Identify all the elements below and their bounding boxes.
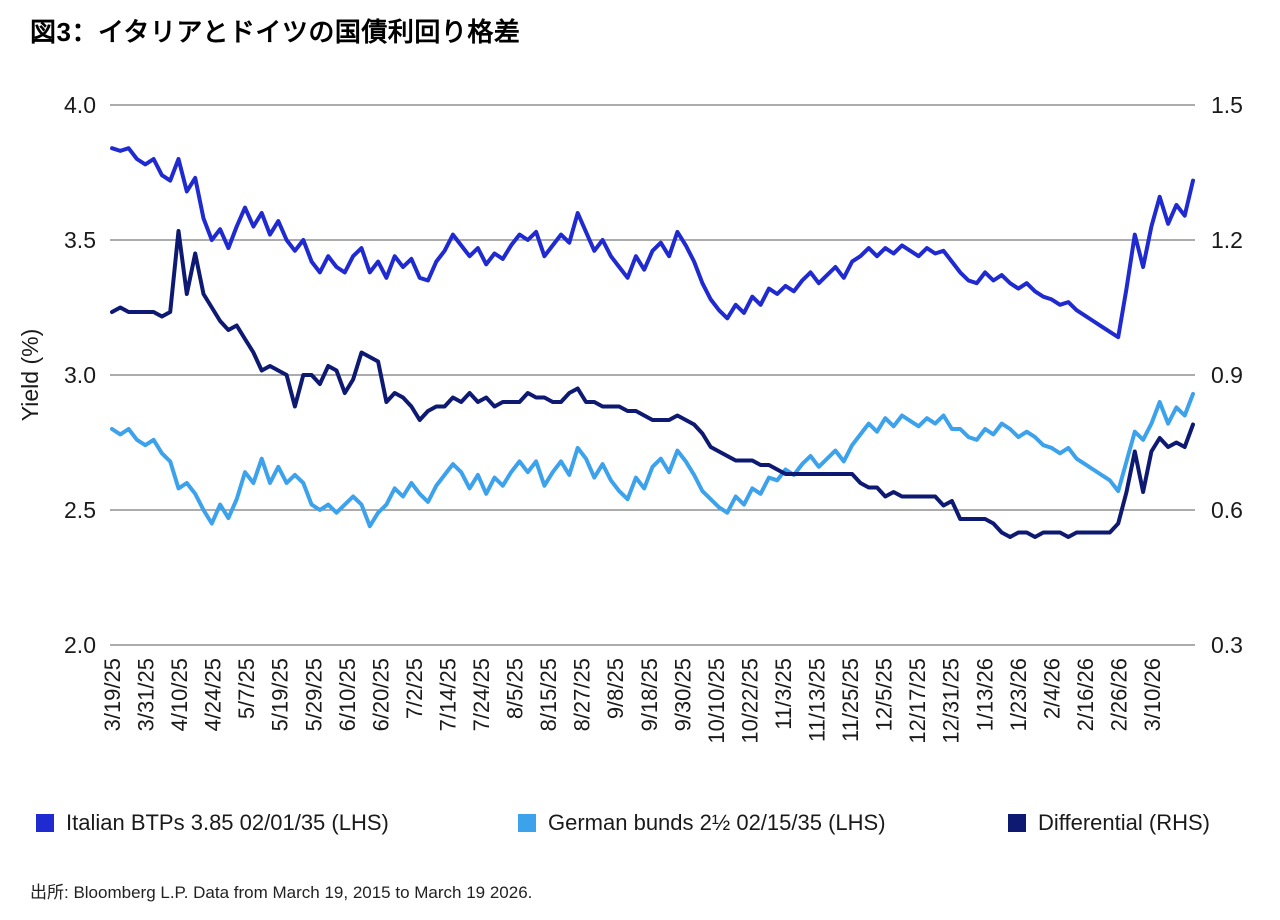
x-axis-tick: 9/30/25 — [670, 658, 695, 731]
x-axis-tick: 1/13/26 — [972, 658, 997, 731]
x-axis-tick: 7/24/25 — [469, 658, 494, 731]
x-axis-tick: 12/5/25 — [872, 658, 897, 731]
x-axis-tick: 6/10/25 — [335, 658, 360, 731]
left-axis-tick: 3.0 — [64, 362, 96, 388]
legend-label-differential: Differential (RHS) — [1038, 810, 1210, 835]
series-line-differential — [110, 229, 1195, 539]
x-axis-tick: 1/23/26 — [1006, 658, 1031, 731]
x-axis-tick: 4/24/25 — [201, 658, 226, 731]
right-axis-tick: 0.9 — [1211, 362, 1243, 388]
x-axis-tick: 11/3/25 — [771, 658, 796, 730]
legend-item-italian-btps: Italian BTPs 3.85 02/01/35 (LHS) — [36, 806, 389, 840]
left-axis-tick: 2.5 — [64, 497, 96, 523]
legend-item-differential: Differential (RHS) — [1008, 806, 1210, 840]
x-axis-tick: 8/27/25 — [570, 658, 595, 731]
right-axis-tick: 1.2 — [1211, 227, 1243, 253]
left-axis-tick: 3.5 — [64, 227, 96, 253]
x-axis-tick: 2/4/26 — [1039, 658, 1064, 719]
x-axis-tick: 3/31/25 — [134, 658, 159, 731]
x-axis-tick: 12/31/25 — [939, 658, 964, 744]
x-axis-tick: 5/29/25 — [301, 658, 326, 731]
x-axis-tick: 2/16/26 — [1073, 658, 1098, 731]
source-note: 出所: Bloomberg L.P. Data from March 19, 2… — [30, 883, 533, 902]
italian-btps-swatch-icon — [36, 814, 54, 832]
figure-title: 図3：イタリアとドイツの国債利回り格差 — [30, 17, 521, 47]
x-axis-tick: 12/17/25 — [905, 658, 930, 744]
y-axis-title: Yield (%) — [17, 329, 43, 421]
x-axis-tick: 3/19/25 — [100, 658, 125, 731]
x-axis-tick: 7/2/25 — [402, 658, 427, 719]
right-axis-tick: 0.3 — [1211, 632, 1243, 658]
x-axis-tick: 6/20/25 — [368, 658, 393, 731]
right-axis-tick: 1.5 — [1211, 92, 1243, 118]
series-line-german-bunds — [110, 391, 1195, 529]
left-axis-tick: 2.0 — [64, 632, 96, 658]
x-axis-tick: 3/10/26 — [1140, 658, 1165, 731]
legend-item-german-bunds: German bunds 2½ 02/15/35 (LHS) — [518, 806, 886, 840]
x-axis-tick: 10/10/25 — [704, 658, 729, 744]
x-axis-tick: 7/14/25 — [435, 658, 460, 731]
x-axis-tick: 5/7/25 — [234, 658, 259, 719]
x-axis-tick: 8/15/25 — [536, 658, 561, 731]
x-axis-tick: 8/5/25 — [503, 658, 528, 719]
x-axis-tick: 11/13/25 — [805, 658, 830, 742]
x-axis-tick: 2/26/26 — [1106, 658, 1131, 731]
x-axis-tick: 4/10/25 — [167, 658, 192, 731]
right-axis-tick: 0.6 — [1211, 497, 1243, 523]
differential-swatch-icon — [1008, 814, 1026, 832]
german-bunds-swatch-icon — [518, 814, 536, 832]
x-axis-tick: 5/19/25 — [268, 658, 293, 731]
chart-legend: Italian BTPs 3.85 02/01/35 (LHS) German … — [0, 806, 1280, 840]
legend-label-italian-btps: Italian BTPs 3.85 02/01/35 (LHS) — [66, 810, 389, 835]
x-axis-tick: 9/8/25 — [603, 658, 628, 719]
x-axis-tick: 10/22/25 — [737, 658, 762, 744]
left-axis-tick: 4.0 — [64, 92, 96, 118]
series-line-italian-btps — [110, 146, 1195, 340]
legend-label-german-bunds: German bunds 2½ 02/15/35 (LHS) — [548, 810, 886, 835]
x-axis-tick: 11/25/25 — [838, 658, 863, 742]
x-axis-tick: 9/18/25 — [637, 658, 662, 731]
